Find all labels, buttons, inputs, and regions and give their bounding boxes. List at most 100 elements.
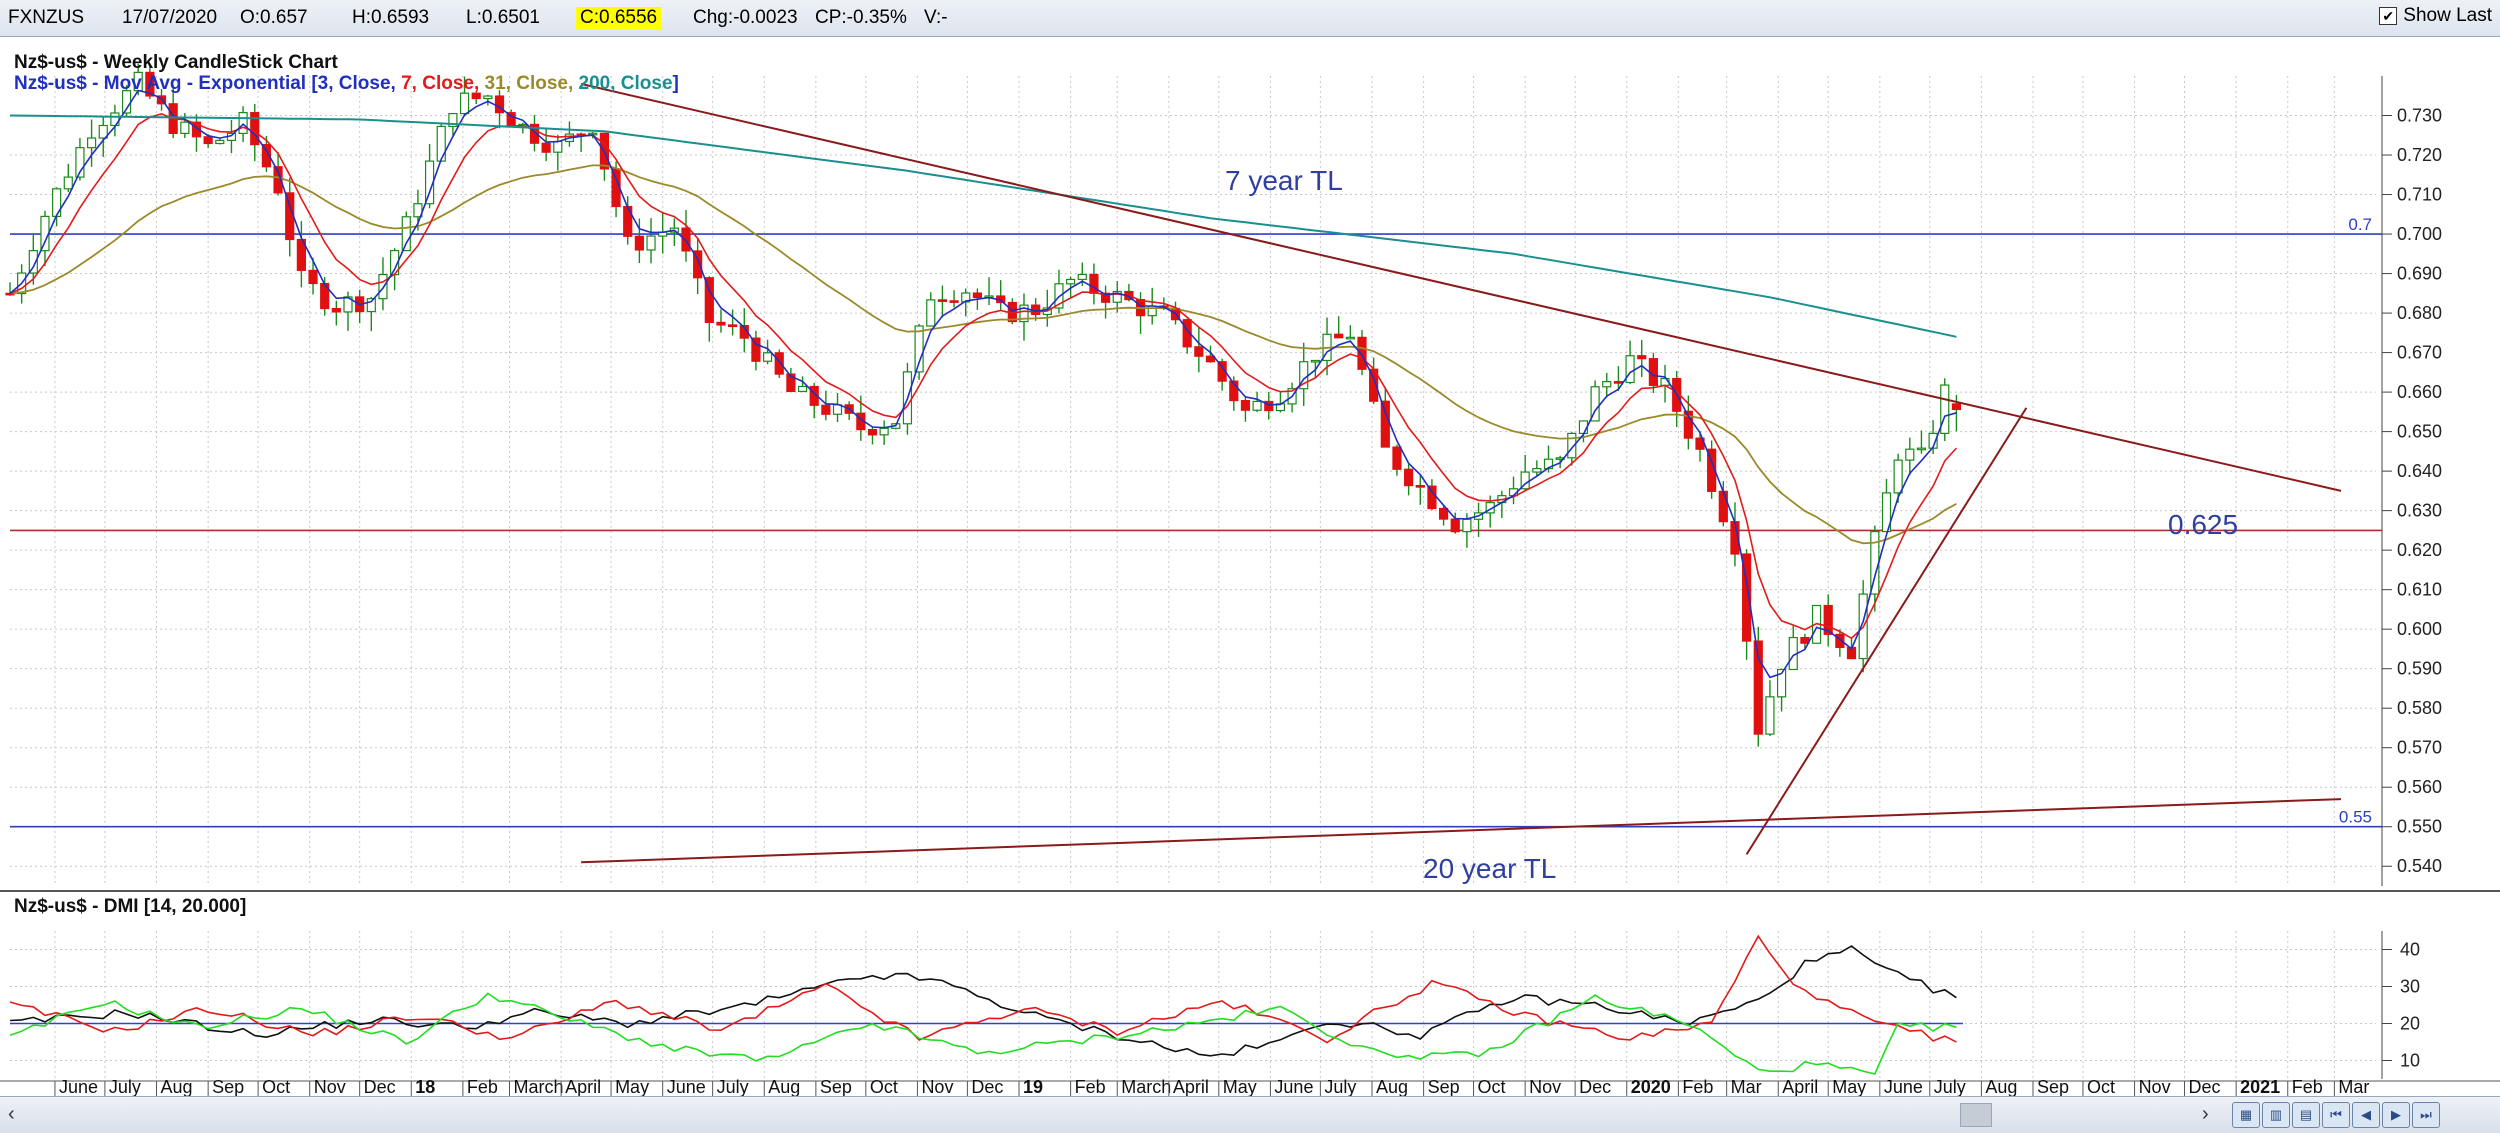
- time-tick-label: June: [667, 1077, 706, 1096]
- ma-legend-part: 200, Close: [579, 73, 673, 94]
- time-tick-label: 2021: [2240, 1077, 2280, 1096]
- trendline: [580, 82, 2342, 492]
- scroll-bar[interactable]: ‹ › ▦ ▥ ▤ ⏮ ◀ ▶ ⏭: [0, 1096, 2500, 1133]
- price-tick-label: 0.680: [2397, 303, 2442, 323]
- candle-body: [1345, 336, 1355, 340]
- ema-3-line: [9, 89, 1957, 679]
- candle-body: [1404, 468, 1414, 487]
- price-tick-label: 0.670: [2397, 343, 2442, 363]
- seven-year-tl-label: 7 year TL: [1225, 165, 1343, 196]
- dmi-line: [9, 934, 1957, 1044]
- candle-body: [1392, 446, 1402, 470]
- candle-body: [1753, 640, 1763, 735]
- time-tick-label: Nov: [1529, 1077, 1561, 1096]
- candle-body: [436, 125, 446, 162]
- scroll-thumb[interactable]: [1960, 1103, 1992, 1127]
- time-tick-label: Oct: [870, 1077, 898, 1096]
- trendline: [1745, 407, 2028, 855]
- candle-body: [1765, 696, 1775, 735]
- time-tick-label: Sep: [820, 1077, 852, 1096]
- time-tick-label: Feb: [1682, 1077, 1713, 1096]
- candle-body: [879, 427, 889, 436]
- candle-body: [821, 404, 831, 415]
- close-value: C:0.6556: [576, 7, 662, 29]
- candle-body: [203, 136, 213, 145]
- zoom-fit-icon[interactable]: ▤: [2292, 1102, 2320, 1128]
- price-tick-label: 0.540: [2397, 856, 2442, 876]
- price-series: [5, 63, 1962, 747]
- candle-body: [1916, 447, 1927, 451]
- candle-body: [1881, 492, 1892, 533]
- scroll-right-icon[interactable]: ›: [2202, 1103, 2209, 1125]
- time-tick-label: Mar: [2338, 1077, 2369, 1096]
- trendline: [581, 798, 2342, 864]
- checkbox-checked-icon[interactable]: ✔: [2379, 7, 2398, 25]
- ma-legend-part: 31, Close,: [485, 73, 579, 94]
- candle-body: [1380, 400, 1390, 448]
- candle-body: [728, 324, 738, 328]
- volume-value: V:-: [924, 7, 948, 28]
- moving-average-legend: Nz$-us$ - Mov Avg - Exponential [3, Clos…: [14, 73, 679, 94]
- price-tick-label: 0.700: [2397, 224, 2442, 244]
- candle-body: [926, 299, 936, 327]
- candle-body: [867, 429, 878, 436]
- last-page-icon[interactable]: ⏭: [2412, 1102, 2440, 1128]
- candle-body: [250, 112, 260, 146]
- time-tick-label: June: [1274, 1077, 1313, 1096]
- candle-body: [1776, 668, 1787, 698]
- price-grid: [10, 76, 2376, 886]
- time-tick-label: Mar: [1731, 1077, 1762, 1096]
- first-page-icon[interactable]: ⏮: [2322, 1102, 2350, 1128]
- next-page-icon[interactable]: ▶: [2382, 1102, 2410, 1128]
- time-tick-label: Sep: [2037, 1077, 2069, 1096]
- dmi-line: [9, 992, 1957, 1075]
- scroll-left-icon[interactable]: ‹: [8, 1103, 15, 1125]
- show-last-label: Show Last: [2403, 5, 2492, 26]
- candle-body: [191, 121, 202, 138]
- candle-body: [1438, 507, 1449, 520]
- high-value: H:0.6593: [352, 7, 430, 28]
- time-tick-label: Aug: [768, 1077, 800, 1096]
- candle-body: [1602, 381, 1612, 388]
- candle-body: [646, 235, 656, 251]
- zoom-in-icon[interactable]: ▦: [2232, 1102, 2260, 1128]
- candle-body: [774, 352, 784, 375]
- candle-body: [762, 352, 773, 362]
- time-tick-label: April: [565, 1077, 601, 1096]
- zoom-out-icon[interactable]: ▥: [2262, 1102, 2290, 1128]
- candle-body: [1940, 384, 1950, 434]
- candle-body: [1835, 633, 1845, 649]
- candle-body: [797, 385, 808, 393]
- time-tick-label: July: [1324, 1077, 1356, 1096]
- ma-legend-part: 7, Close,: [401, 73, 484, 94]
- price-tick-label: 0.600: [2397, 619, 2442, 639]
- candle-body: [331, 307, 341, 313]
- time-tick-label: Feb: [467, 1077, 498, 1096]
- candle-body: [1077, 273, 1087, 281]
- show-last-toggle[interactable]: ✔ Show Last: [2379, 5, 2492, 27]
- chart-canvas[interactable]: 0.70.55 0.5400.5500.5600.5700.5800.5900.…: [0, 36, 2500, 1096]
- symbol-label: FXNZUS: [8, 7, 84, 28]
- time-tick-label: April: [1173, 1077, 1209, 1096]
- price-tick-label: 0.580: [2397, 698, 2442, 718]
- candle-body: [366, 298, 376, 313]
- candle-body: [1905, 448, 1915, 461]
- price-tick-label: 0.610: [2397, 580, 2442, 600]
- time-tick-label: May: [615, 1077, 649, 1096]
- candle-body: [1229, 380, 1239, 402]
- candle-body: [949, 300, 959, 303]
- time-tick-label: Nov: [314, 1077, 346, 1096]
- candle-body: [529, 123, 540, 144]
- time-tick-label: May: [1223, 1077, 1257, 1096]
- time-tick-label: July: [717, 1077, 749, 1096]
- candle-body: [1415, 484, 1425, 488]
- dmi-tick-label: 40: [2400, 940, 2420, 960]
- previous-page-icon[interactable]: ◀: [2352, 1102, 2380, 1128]
- candle-body: [1310, 359, 1320, 363]
- candle-body: [693, 250, 703, 279]
- candle-body: [1240, 399, 1251, 411]
- candle-body: [28, 250, 38, 274]
- dmi-series: [9, 934, 1963, 1075]
- candle-body: [180, 121, 190, 134]
- candle-body: [98, 124, 108, 139]
